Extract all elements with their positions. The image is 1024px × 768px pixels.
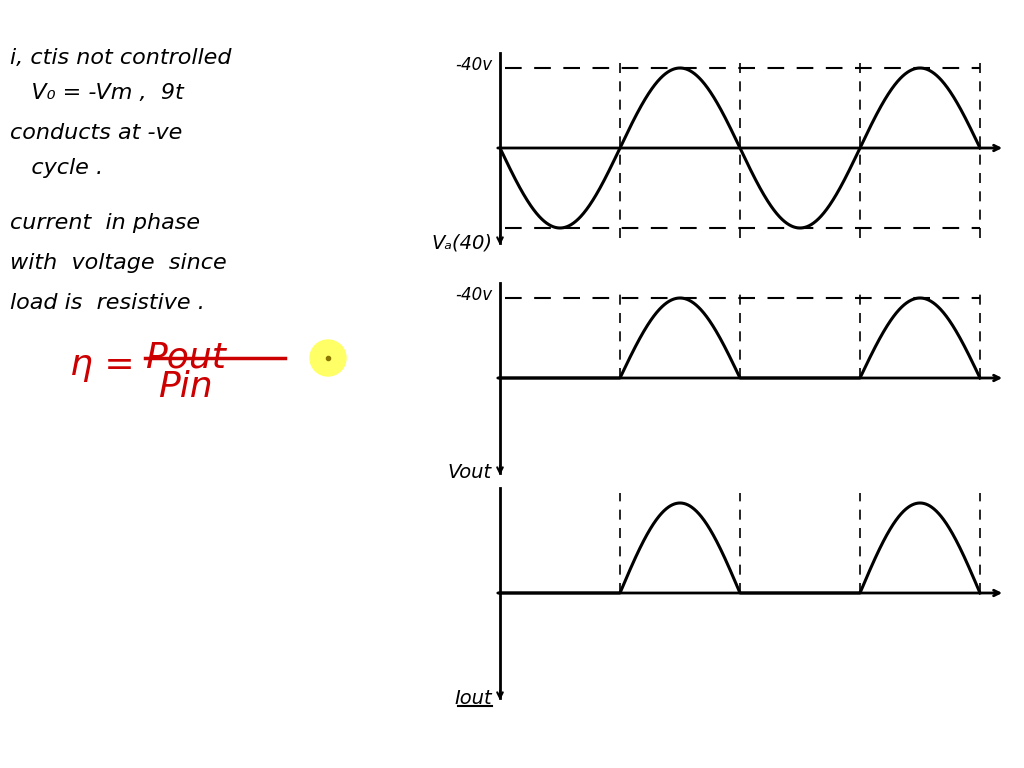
- Text: Iout: Iout: [455, 688, 492, 707]
- Text: Pin: Pin: [158, 370, 213, 404]
- Text: -40v: -40v: [455, 286, 492, 304]
- Text: V₀ = -Vm ,  9t: V₀ = -Vm , 9t: [10, 83, 183, 103]
- Text: Vout: Vout: [447, 464, 492, 482]
- Text: with  voltage  since: with voltage since: [10, 253, 226, 273]
- Text: current  in phase: current in phase: [10, 213, 200, 233]
- Text: i, ctis not controlled: i, ctis not controlled: [10, 48, 231, 68]
- Text: cycle .: cycle .: [10, 158, 103, 178]
- Text: conducts at -ve: conducts at -ve: [10, 123, 182, 143]
- Circle shape: [310, 340, 346, 376]
- Text: η =: η =: [70, 348, 146, 382]
- Text: Pout: Pout: [145, 340, 226, 374]
- Text: load is  resistive .: load is resistive .: [10, 293, 205, 313]
- Text: Vₐ(40): Vₐ(40): [431, 233, 492, 253]
- Text: -40v: -40v: [455, 56, 492, 74]
